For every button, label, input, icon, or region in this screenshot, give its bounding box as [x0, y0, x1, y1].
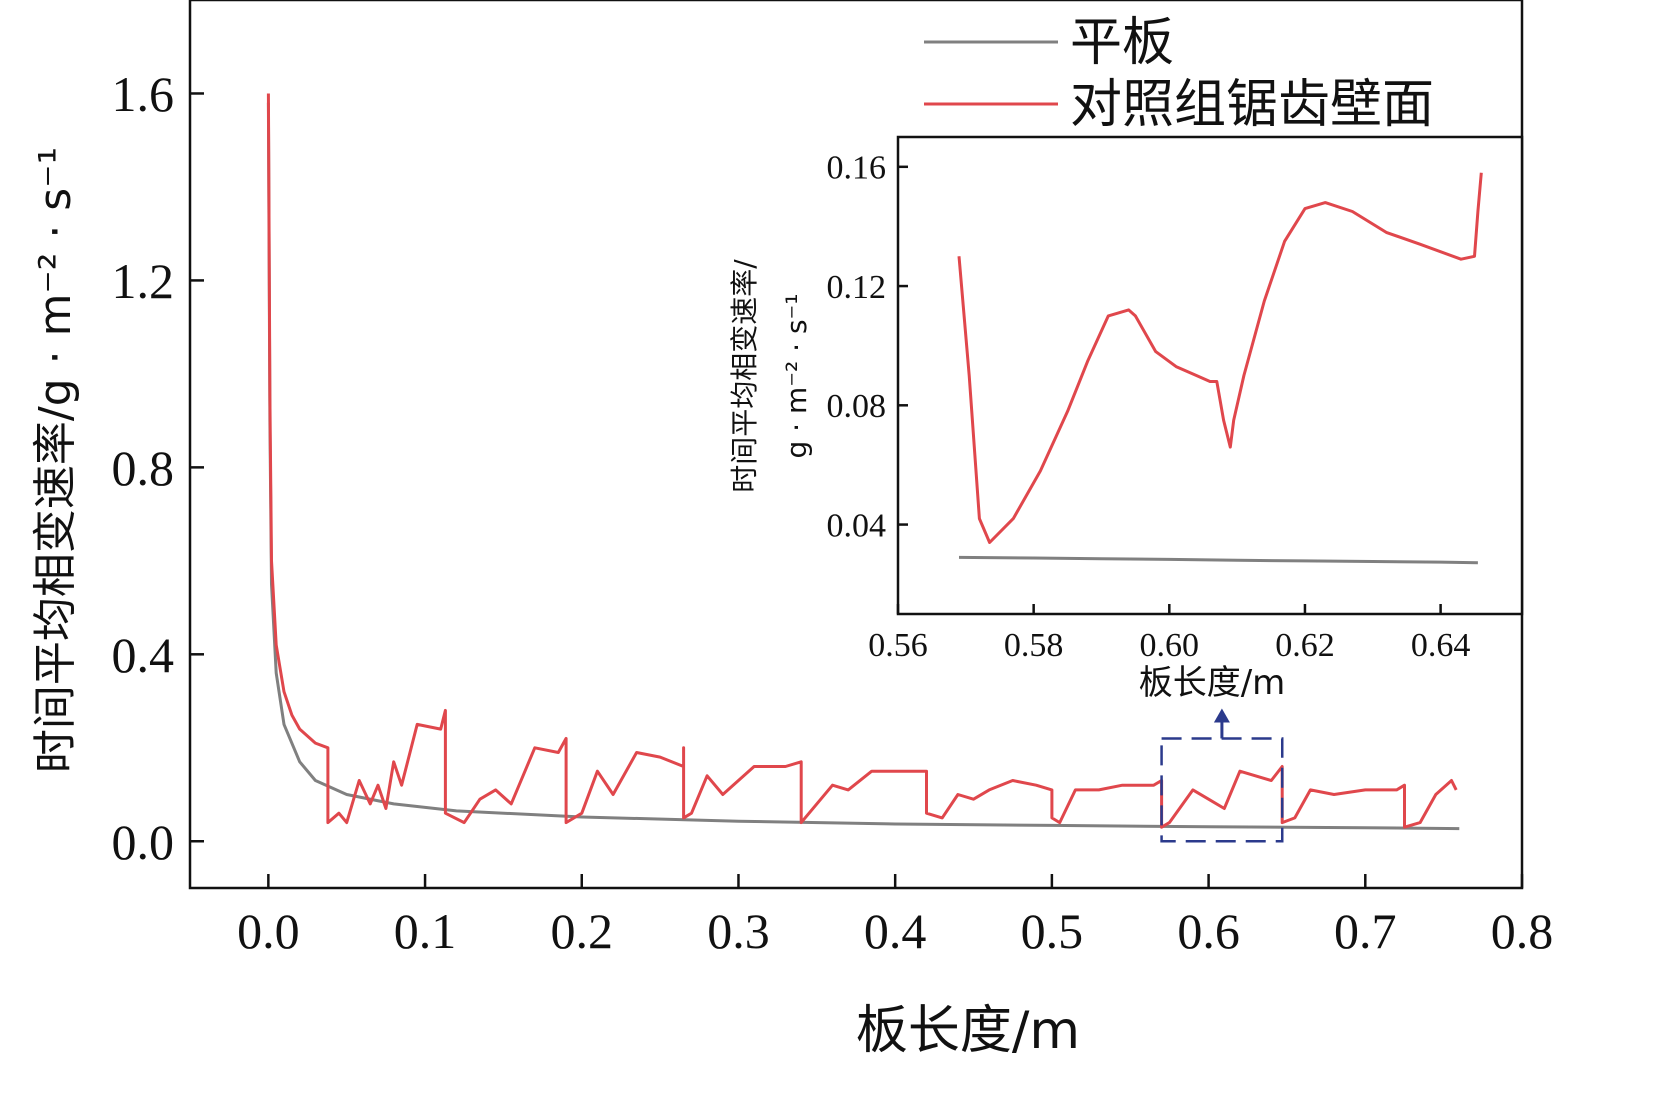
zoom-arrow-head: [1213, 708, 1230, 723]
y-tick-label: 0.08: [827, 388, 887, 425]
main-series: [266, 93, 1460, 831]
legend-label-flat: 平板: [1070, 13, 1174, 73]
x-tick-label: 0.8: [1491, 903, 1554, 959]
inset-y-axis-unit: g · m⁻² · s⁻¹: [780, 293, 813, 458]
inset-x-axis-label: 板长度/m: [1139, 663, 1286, 703]
series-line-sawtooth: [266, 93, 1458, 829]
inset-y-axis-label: 时间平均相变速率/: [728, 259, 761, 493]
x-tick-label: 0.56: [868, 627, 928, 664]
inset-ticks: 0.56 0.58 0.60 0.62 0.64 0.04 0.08 0.12 0.16: [827, 150, 1471, 664]
y-tick-label: 0.16: [827, 150, 887, 187]
y-tick-label: 0.12: [827, 269, 887, 306]
x-tick-label: 0.0: [237, 903, 300, 959]
x-tick-label: 0.5: [1021, 903, 1084, 959]
main-ticks: 0.0 0.1 0.2 0.3 0.4 0.5 0.6 0.7 0.8 0.0 0.4 0.8 1.2 1…: [112, 66, 1554, 959]
legend: 平板 对照组锯齿壁面: [924, 13, 1434, 135]
y-tick-label: 0.04: [827, 507, 887, 544]
x-tick-label: 0.7: [1334, 903, 1397, 959]
x-tick-label: 0.64: [1411, 627, 1471, 664]
series-line-sawtooth: [957, 172, 1483, 544]
x-tick-label: 0.6: [1177, 903, 1240, 959]
inset-series: [957, 172, 1483, 565]
series-line-flat: [958, 555, 1478, 565]
x-tick-label: 0.60: [1140, 627, 1200, 664]
x-tick-label: 0.58: [1004, 627, 1064, 664]
y-tick-label: 1.6: [112, 66, 175, 122]
main-x-axis-label: 板长度/m: [856, 1001, 1080, 1061]
x-tick-label: 0.1: [394, 903, 457, 959]
y-tick-label: 0.0: [112, 814, 175, 870]
main-y-axis-label: 时间平均相变速率/g · m⁻² · s⁻¹: [30, 147, 81, 773]
y-tick-label: 0.8: [112, 440, 175, 496]
x-tick-label: 0.2: [551, 903, 614, 959]
zoom-arrow: [1213, 708, 1230, 739]
legend-label-sawtooth: 对照组锯齿壁面: [1070, 75, 1434, 135]
y-tick-label: 1.2: [112, 253, 175, 309]
y-tick-label: 0.4: [112, 627, 175, 683]
x-tick-label: 0.62: [1275, 627, 1335, 664]
x-tick-label: 0.4: [864, 903, 927, 959]
inset-plot-frame: [896, 135, 1524, 616]
x-tick-label: 0.3: [707, 903, 770, 959]
